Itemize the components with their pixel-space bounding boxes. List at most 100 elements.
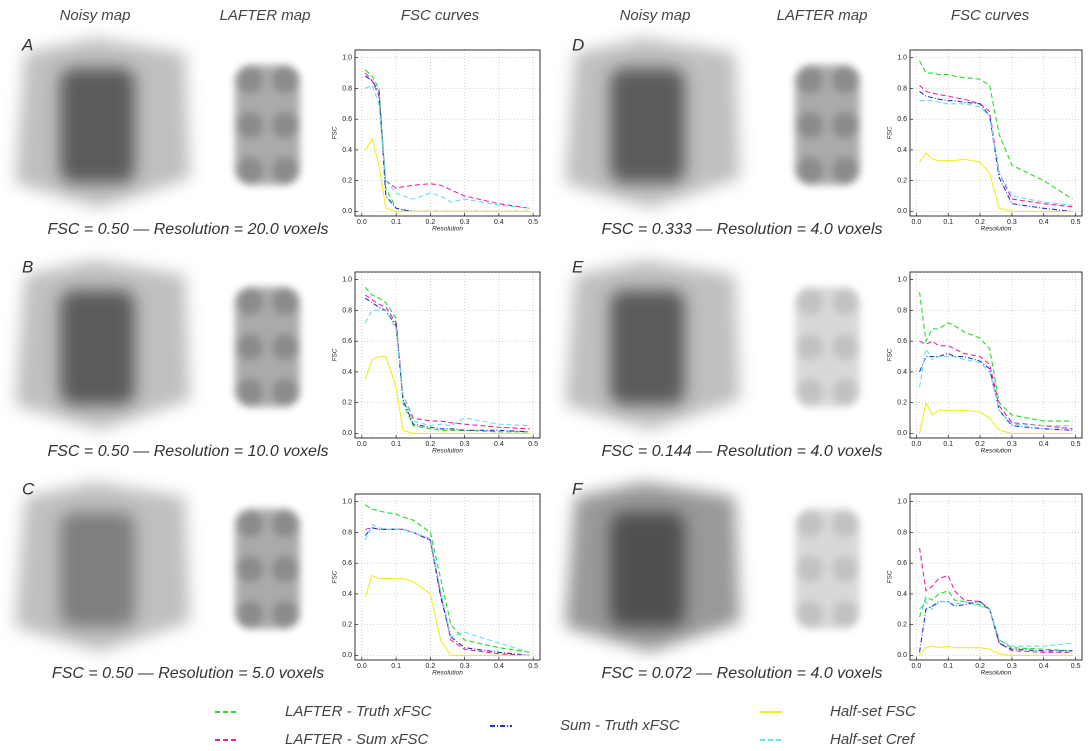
y-tick-label: 0.2 xyxy=(342,621,352,628)
column-header: FSC curves xyxy=(401,7,480,24)
fsc-line xyxy=(919,401,1073,434)
y-tick-label: 0.6 xyxy=(897,338,907,345)
lafter-map xyxy=(235,287,300,407)
lafter-blob xyxy=(832,157,858,183)
panel-caption: FSC = 0.50 — Resolution = 20.0 voxels xyxy=(47,221,328,238)
lafter-blob xyxy=(272,601,298,627)
lafter-blob xyxy=(797,556,823,582)
y-tick-label: 0.2 xyxy=(897,399,907,406)
x-tick-label: 0.5 xyxy=(528,219,538,226)
legend-label: LAFTER - Truth xFSC xyxy=(285,703,432,720)
y-axis-label: FSC xyxy=(332,570,339,583)
fsc-line xyxy=(364,309,530,427)
lafter-blob xyxy=(272,112,298,138)
lafter-blob xyxy=(832,601,858,627)
fsc-line xyxy=(364,527,530,656)
y-tick-label: 0.8 xyxy=(342,307,352,314)
lafter-blob xyxy=(797,601,823,627)
lafter-blob xyxy=(272,157,298,183)
y-tick-label: 0.4 xyxy=(897,591,907,598)
x-tick-label: 0.1 xyxy=(391,663,401,670)
y-tick-label: 0.8 xyxy=(342,85,352,92)
y-tick-label: 0.6 xyxy=(342,560,352,567)
panel-letter: B xyxy=(22,257,33,276)
panel: E FSC = 0.144 — Resolution = 4.0 voxels 0.… xyxy=(565,257,1083,460)
lafter-blob xyxy=(797,157,823,183)
x-tick-label: 0.3 xyxy=(1007,219,1017,226)
fsc-line xyxy=(919,352,1073,431)
lafter-blob xyxy=(832,511,858,537)
y-tick-label: 0.6 xyxy=(897,116,907,123)
lafter-blob xyxy=(237,67,263,93)
lafter-blob xyxy=(797,289,823,315)
lafter-blob xyxy=(832,112,858,138)
fsc-line xyxy=(919,60,1073,200)
y-tick-label: 0.2 xyxy=(342,177,352,184)
legend-label: Half-set FSC xyxy=(830,703,916,720)
fsc-line xyxy=(365,527,530,656)
x-tick-label: 0.5 xyxy=(1071,441,1081,448)
lafter-blob xyxy=(237,334,263,360)
x-tick-label: 0.2 xyxy=(426,663,436,670)
x-tick-label: 0.5 xyxy=(528,663,538,670)
x-tick-label: 0.2 xyxy=(975,663,985,670)
legend-label: Half-set Cref xyxy=(830,731,916,748)
y-tick-label: 0.6 xyxy=(342,338,352,345)
y-axis-label: FSC xyxy=(887,570,894,583)
fsc-line xyxy=(919,600,1073,647)
y-tick-label: 1.0 xyxy=(897,499,907,506)
y-tick-label: 0.4 xyxy=(342,591,352,598)
x-tick-label: 0.1 xyxy=(391,219,401,226)
panel-letter: D xyxy=(572,35,584,54)
y-tick-label: 0.0 xyxy=(342,652,352,659)
plot-frame xyxy=(909,271,1083,439)
plot-frame xyxy=(909,493,1083,661)
fsc-line xyxy=(919,100,1073,206)
x-axis-label: Resolution xyxy=(981,448,1012,455)
legend-label: LAFTER - Sum xFSC xyxy=(285,731,429,748)
y-tick-label: 1.0 xyxy=(342,55,352,62)
y-tick-label: 0.6 xyxy=(897,560,907,567)
fsc-line xyxy=(919,547,1073,653)
lafter-blob xyxy=(832,379,858,405)
lafter-blob xyxy=(832,67,858,93)
x-tick-label: 0.2 xyxy=(975,219,985,226)
panel-caption: FSC = 0.072 — Resolution = 4.0 voxels xyxy=(601,665,882,682)
lafter-blob xyxy=(237,112,263,138)
fsc-line xyxy=(919,152,1073,212)
y-tick-label: 0.0 xyxy=(342,208,352,215)
x-tick-label: 0.4 xyxy=(1039,441,1049,448)
y-tick-label: 0.4 xyxy=(342,369,352,376)
x-tick-label: 0.3 xyxy=(1007,441,1017,448)
lafter-blob xyxy=(272,67,298,93)
panel-letter: A xyxy=(21,35,33,54)
y-axis-label: FSC xyxy=(887,126,894,139)
fsc-line xyxy=(919,601,1073,653)
y-tick-label: 0.8 xyxy=(897,529,907,536)
fsc-line xyxy=(919,590,1073,652)
noisy-map-core xyxy=(60,512,135,627)
plot-frame xyxy=(909,49,1083,217)
y-tick-label: 1.0 xyxy=(897,277,907,284)
x-tick-label: 0.2 xyxy=(426,441,436,448)
legend-label: Sum - Truth xFSC xyxy=(560,717,680,734)
noisy-map-core xyxy=(610,512,685,627)
y-tick-label: 1.0 xyxy=(342,499,352,506)
lafter-blob xyxy=(797,67,823,93)
panel-letter: C xyxy=(22,479,35,498)
lafter-blob xyxy=(272,556,298,582)
y-tick-label: 0.0 xyxy=(342,430,352,437)
x-tick-label: 0.3 xyxy=(460,219,470,226)
lafter-blob xyxy=(797,379,823,405)
y-tick-label: 0.2 xyxy=(897,621,907,628)
column-header: Noisy map xyxy=(60,7,131,24)
noisy-map-core xyxy=(610,68,685,183)
fsc-line xyxy=(919,291,1073,422)
lafter-map xyxy=(235,509,300,629)
plot-frame xyxy=(354,49,541,217)
x-axis-label: Resolution xyxy=(432,670,463,677)
column-header: LAFTER map xyxy=(777,7,868,24)
lafter-blob xyxy=(832,556,858,582)
fsc-line xyxy=(364,504,530,653)
column-header: FSC curves xyxy=(951,7,1030,24)
